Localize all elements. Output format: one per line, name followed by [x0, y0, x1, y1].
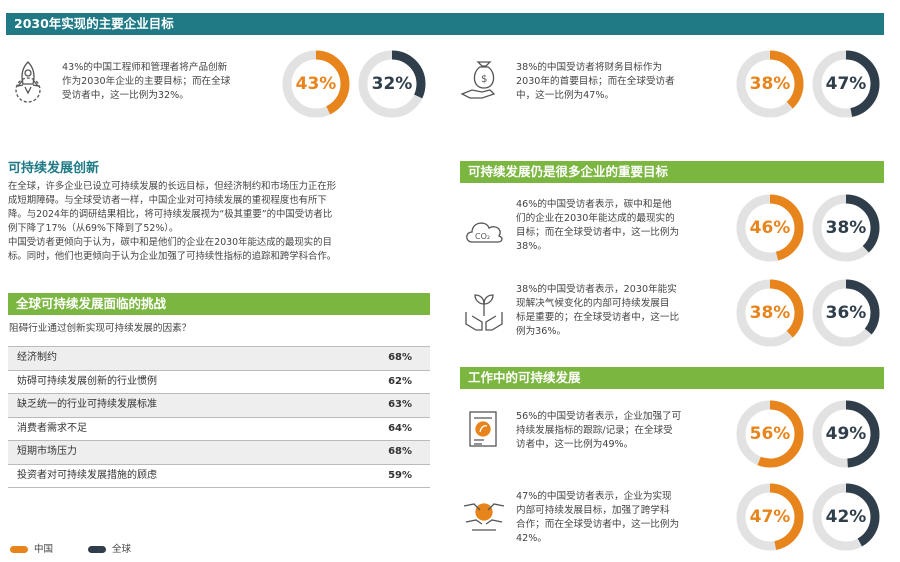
donut-global: 38% [812, 194, 880, 262]
row-label: 经济制约 [17, 352, 57, 363]
table-row: 缺乏统一的行业可持续发展标准 63% [8, 394, 430, 418]
row-label: 缺乏统一的行业可持续发展标准 [17, 399, 157, 410]
header-sustainability-goals: 可持续发展仍是很多企业的重要目标 [460, 161, 884, 183]
donut-arc [812, 194, 880, 262]
donut-global: 49% [812, 400, 880, 468]
row-value: 68% [388, 446, 412, 457]
donut-arc [812, 400, 880, 468]
legend-swatch-china [10, 546, 28, 553]
legend-label-global: 全球 [112, 544, 132, 555]
donut-arc [282, 50, 350, 118]
donut-value: 38% [749, 303, 791, 323]
donut-china: 56% [736, 400, 804, 468]
donut-arc [812, 483, 880, 551]
legend-item-china: 中国 [10, 541, 53, 555]
table-row: 妨碍可持续发展创新的行业惯例 62% [8, 371, 430, 394]
work-item-text: 56%的中国受访者表示，企业加强了可 持续发展指标的跟踪/记录；在全球受 访者中，这… [516, 411, 682, 450]
svg-text:CO₂: CO₂ [475, 232, 490, 241]
donut-value: 46% [749, 218, 791, 238]
section-title-innovation: 可持续发展创新 [8, 161, 100, 176]
donut-arc [736, 400, 804, 468]
donut-china: 38% [736, 279, 804, 347]
donut-china: 43% [282, 50, 350, 118]
goals-item-text: 46%的中国受访者表示，碳中和是他 们的企业在2030年能达成的最现实的 目标；而在… [516, 199, 680, 252]
donut-value: 38% [749, 74, 791, 94]
donut-arc [736, 279, 804, 347]
table-row: 投资者对可持续发展措施的顾虑 59% [8, 465, 430, 488]
legend-label-china: 中国 [34, 544, 54, 555]
donut-global: 47% [812, 50, 880, 118]
table-row: 消费者需求不足 64% [8, 418, 430, 441]
top-right-text: 38%的中国受访者将财务目标作为 2030年的首要目标；而在全球受访者 中，这一比例… [516, 62, 675, 101]
row-value: 63% [388, 399, 412, 410]
donut-value: 49% [825, 424, 867, 444]
donut-arc [736, 50, 804, 118]
donut-arc [358, 50, 426, 118]
row-label: 消费者需求不足 [17, 422, 87, 434]
row-label: 妨碍可持续发展创新的行业惯例 [17, 375, 157, 387]
row-value: 64% [388, 422, 412, 434]
donut-value: 36% [825, 303, 867, 323]
donut-arc [812, 279, 880, 347]
donut-global: 42% [812, 483, 880, 551]
donut-arc [812, 50, 880, 118]
svg-text:$: $ [481, 74, 487, 85]
legend-item-global: 全球 [88, 541, 131, 555]
innovation-text: 在全球，许多企业已设立可持续发展的长远目标，但经济制约和市场压力正在形 成短期障… [8, 181, 337, 262]
donut-value: 47% [749, 507, 791, 527]
legend-swatch-global [88, 546, 106, 553]
row-label: 投资者对可持续发展措施的顾虑 [17, 469, 157, 481]
donut-value: 43% [295, 74, 337, 94]
donut-value: 42% [825, 507, 867, 527]
donut-global: 32% [358, 50, 426, 118]
challenges-question: 阻碍行业通过创新实现可持续发展的因素？ [9, 323, 192, 334]
donut-value: 47% [825, 74, 867, 94]
donut-value: 38% [825, 218, 867, 238]
row-value: 62% [388, 375, 412, 387]
table-row: 短期市场压力 68% [8, 441, 430, 465]
goals-item-text: 38%的中国受访者表示，2030年能实 现解决气候变化的内部可持续发展目 标是重要的… [516, 284, 680, 337]
clipboard-leaf-icon [464, 408, 504, 456]
header-main-goals: 2030年实现的主要企业目标 [6, 13, 884, 35]
table-row: 经济制约 68% [8, 346, 430, 371]
co2-cloud-icon: CO₂ [462, 214, 506, 252]
donut-arc [736, 483, 804, 551]
challenges-table: 经济制约 68% 妨碍可持续发展创新的行业惯例 62% 缺乏统一的行业可持续发展标准… [8, 346, 430, 488]
header-challenges: 全球可持续发展面临的挑战 [8, 293, 430, 315]
header-work-sustainability: 工作中的可持续发展 [460, 367, 884, 389]
donut-china: 38% [736, 50, 804, 118]
rocket-gear-icon [8, 58, 48, 108]
top-left-text: 43%的中国工程师和管理者将产品创新 作为2030年企业的主要目标；而在全球 受访者… [62, 62, 231, 101]
money-bag-hand-icon: $ [460, 60, 506, 108]
donut-value: 32% [371, 74, 413, 94]
work-item-text: 47%的中国受访者表示，企业为实现 内部可持续发展目标，加强了跨学科 合作；而在全球… [516, 491, 680, 544]
row-value: 68% [388, 352, 412, 363]
donut-arc [736, 194, 804, 262]
row-value: 59% [388, 469, 412, 481]
donut-china: 46% [736, 194, 804, 262]
collaboration-hands-icon [462, 496, 506, 540]
donut-global: 36% [812, 279, 880, 347]
row-label: 短期市场压力 [17, 446, 77, 457]
donut-china: 47% [736, 483, 804, 551]
plant-hands-icon [462, 290, 506, 336]
donut-value: 56% [749, 424, 791, 444]
